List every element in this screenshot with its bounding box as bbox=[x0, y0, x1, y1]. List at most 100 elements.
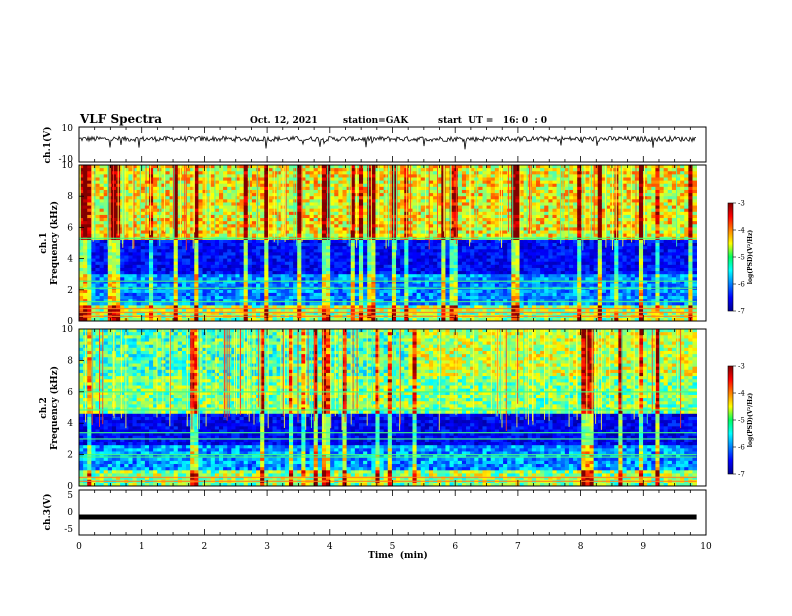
spectrogram-cell bbox=[450, 296, 455, 300]
spectrogram-cell bbox=[91, 284, 96, 288]
spectrogram-cell bbox=[161, 234, 166, 238]
spectrogram-cell bbox=[198, 231, 203, 235]
spectrogram-cell bbox=[408, 234, 413, 238]
spectrogram-cell bbox=[79, 296, 84, 300]
spectrogram-cell bbox=[305, 212, 310, 216]
spectrogram-cell bbox=[351, 290, 356, 294]
spectrogram-cell bbox=[145, 227, 150, 231]
spectrogram-cell bbox=[104, 277, 109, 281]
spectrogram-cell bbox=[433, 193, 438, 197]
spectrogram-cell bbox=[338, 274, 343, 278]
spectrogram-cell bbox=[305, 290, 310, 294]
spectrogram-cell bbox=[338, 302, 343, 306]
spectrogram-cell bbox=[330, 293, 335, 297]
spectrogram-cell bbox=[359, 243, 364, 247]
spectrogram-cell bbox=[182, 206, 187, 210]
spectrogram-cell bbox=[454, 259, 459, 263]
spectrogram-cell bbox=[437, 290, 442, 294]
spectrogram-cell bbox=[413, 165, 418, 169]
spectrogram-cell bbox=[268, 196, 273, 200]
spectrogram-cell bbox=[248, 234, 253, 238]
spectrogram-cell bbox=[408, 284, 413, 288]
spectrogram-cell bbox=[165, 249, 170, 253]
spectrogram-cell bbox=[161, 174, 166, 178]
spectrogram-cell bbox=[450, 268, 455, 272]
spectrogram-cell bbox=[178, 259, 183, 263]
spectrogram-cell bbox=[141, 246, 146, 250]
spectrogram-cell bbox=[445, 168, 450, 172]
spectrogram-cell bbox=[392, 265, 397, 269]
spectrogram-cell bbox=[310, 265, 315, 269]
spectrogram-cell bbox=[359, 296, 364, 300]
spectrogram-cell bbox=[116, 240, 121, 244]
spectrogram-cell bbox=[182, 252, 187, 256]
spectrogram-cell bbox=[470, 252, 475, 256]
spectrogram-cell bbox=[462, 246, 467, 250]
spectrogram-cell bbox=[388, 259, 393, 263]
spectrogram-cell bbox=[268, 271, 273, 275]
spectrogram-cell bbox=[297, 171, 302, 175]
spectrogram-cell bbox=[445, 187, 450, 191]
spectrogram-cell bbox=[153, 271, 158, 275]
spectrogram-cell bbox=[450, 274, 455, 278]
spectrogram-cell bbox=[91, 249, 96, 253]
spectrogram-cell bbox=[141, 240, 146, 244]
spectrogram-cell bbox=[330, 277, 335, 281]
spectrogram-cell bbox=[83, 274, 88, 278]
spectrogram-cell bbox=[223, 268, 228, 272]
spectrogram-cell bbox=[330, 243, 335, 247]
spectrogram-cell bbox=[343, 290, 348, 294]
spectrogram-cell bbox=[314, 187, 319, 191]
spectrogram-cell bbox=[100, 190, 105, 194]
spectrogram-cell bbox=[355, 240, 360, 244]
spectrogram-cell bbox=[227, 202, 232, 206]
spectrogram-cell bbox=[137, 249, 142, 253]
spectrogram-cell bbox=[478, 212, 483, 216]
spectrogram-cell bbox=[355, 293, 360, 297]
spectrogram-cell bbox=[367, 265, 372, 269]
spectrogram-cell bbox=[450, 302, 455, 306]
spectrogram-cell bbox=[408, 290, 413, 294]
spectrogram-cell bbox=[174, 274, 179, 278]
spectrogram-cell bbox=[83, 268, 88, 272]
spectrogram-cell bbox=[165, 227, 170, 231]
spectrogram-cell bbox=[478, 206, 483, 210]
spectrogram-cell bbox=[371, 231, 376, 235]
spectrogram-cell bbox=[108, 296, 113, 300]
spectrogram-cell bbox=[478, 174, 483, 178]
spectrogram-cell bbox=[413, 252, 418, 256]
spectrogram-cell bbox=[124, 262, 129, 266]
spectrogram-cell bbox=[359, 187, 364, 191]
spectrogram-cell bbox=[322, 206, 327, 210]
spectrogram-cell bbox=[421, 165, 426, 169]
spectrogram-cell bbox=[421, 234, 426, 238]
spectrogram-cell bbox=[425, 262, 430, 266]
spectrogram-cell bbox=[149, 168, 154, 172]
spectrogram-cell bbox=[133, 293, 138, 297]
spectrogram-cell bbox=[190, 265, 195, 269]
spectrogram-cell bbox=[95, 171, 100, 175]
spectrogram-cell bbox=[124, 255, 129, 259]
spectrogram-cell bbox=[219, 234, 224, 238]
spectrogram-cell bbox=[314, 296, 319, 300]
spectrogram-cell bbox=[413, 184, 418, 188]
spectrogram-cell bbox=[248, 240, 253, 244]
spectrogram-cell bbox=[380, 206, 385, 210]
spectrogram-cell bbox=[429, 259, 434, 263]
spectrogram-cell bbox=[322, 196, 327, 200]
spectrogram-cell bbox=[454, 249, 459, 253]
spectrogram-cell bbox=[305, 284, 310, 288]
spectrogram-cell bbox=[141, 255, 146, 259]
spectrogram-cell bbox=[445, 206, 450, 210]
spectrogram-cell bbox=[219, 243, 224, 247]
spectrogram-cell bbox=[433, 274, 438, 278]
spectrogram-cell bbox=[277, 227, 282, 231]
spectrogram-cell bbox=[458, 184, 463, 188]
spectrogram-cell bbox=[433, 271, 438, 275]
spectrogram-cell bbox=[310, 271, 315, 275]
spectrogram-cell bbox=[203, 209, 208, 213]
spectrogram-cell bbox=[87, 284, 92, 288]
spectrogram-cell bbox=[223, 246, 228, 250]
spectrogram-cell bbox=[227, 259, 232, 263]
spectrogram-cell bbox=[170, 265, 175, 269]
